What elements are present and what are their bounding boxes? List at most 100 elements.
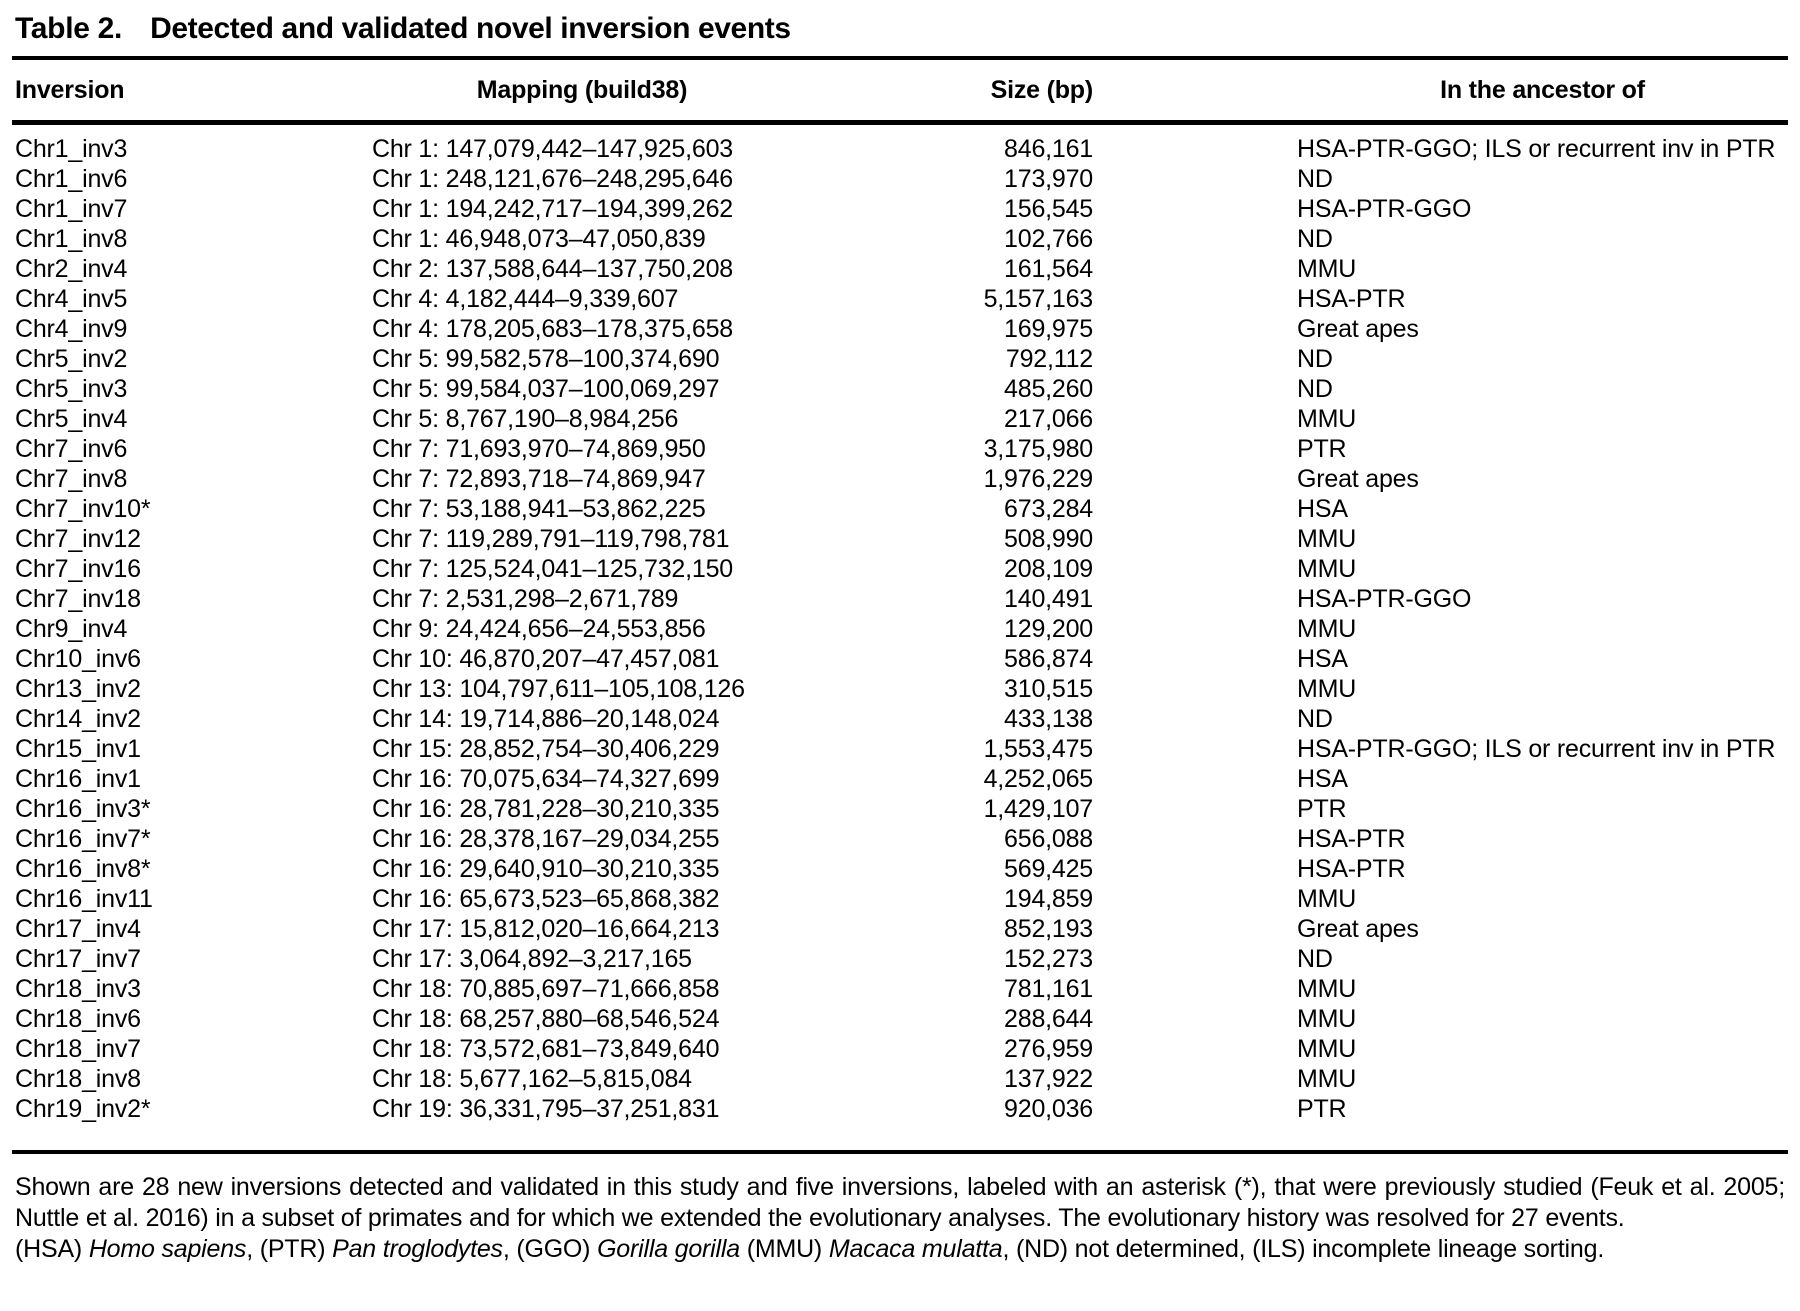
cell-mapping: Chr 5: 99,582,578–100,374,690 xyxy=(372,345,720,373)
cell-size: 173,970 xyxy=(1004,165,1093,193)
cell-mapping: Chr 1: 194,242,717–194,399,262 xyxy=(372,195,733,223)
table-row: Chr13_inv2 Chr 13: 104,797,611–105,108,1… xyxy=(12,674,1788,704)
cell-inversion: Chr18_inv6 xyxy=(15,1005,141,1033)
cell-ancestor: HSA-PTR-GGO xyxy=(1297,585,1472,613)
cell-mapping: Chr 4: 4,182,444–9,339,607 xyxy=(372,285,679,313)
cell-mapping: Chr 17: 3,064,892–3,217,165 xyxy=(372,945,692,973)
cell-inversion: Chr7_inv12 xyxy=(15,525,141,553)
column-header-inversion: Inversion xyxy=(15,76,125,104)
cell-inversion: Chr5_inv3 xyxy=(15,375,128,403)
table-row: Chr2_inv4 Chr 2: 137,588,644–137,750,208… xyxy=(12,254,1788,284)
cell-mapping: Chr 1: 147,079,442–147,925,603 xyxy=(372,135,733,163)
species-name: Macaca mulatta xyxy=(828,1235,1003,1263)
cell-ancestor: Great apes xyxy=(1297,465,1419,493)
column-header-ancestor: In the ancestor of xyxy=(1440,76,1645,104)
table-row: Chr4_inv9 Chr 4: 178,205,683–178,375,658… xyxy=(12,314,1788,344)
species-name: Pan troglodytes xyxy=(332,1235,503,1263)
cell-size: 276,959 xyxy=(1004,1035,1093,1063)
table-row: Chr1_inv8 Chr 1: 46,948,073–47,050,839 1… xyxy=(12,224,1788,254)
cell-inversion: Chr18_inv8 xyxy=(15,1065,141,1093)
cell-size: 852,193 xyxy=(1004,915,1093,943)
cell-inversion: Chr9_inv4 xyxy=(15,615,128,643)
note-paragraph: Shown are 28 new inversions detected and… xyxy=(15,1173,1785,1232)
cell-mapping: Chr 18: 68,257,880–68,546,524 xyxy=(372,1005,720,1033)
cell-inversion: Chr4_inv9 xyxy=(15,315,128,343)
cell-mapping: Chr 1: 46,948,073–47,050,839 xyxy=(372,225,706,253)
cell-size: 194,859 xyxy=(1004,885,1093,913)
cell-inversion: Chr19_inv2* xyxy=(15,1095,151,1123)
cell-mapping: Chr 7: 2,531,298–2,671,789 xyxy=(372,585,679,613)
table-row: Chr17_inv4 Chr 17: 15,812,020–16,664,213… xyxy=(12,914,1788,944)
cell-size: 508,990 xyxy=(1004,525,1093,553)
cell-mapping: Chr 16: 70,075,634–74,327,699 xyxy=(372,765,720,793)
cell-ancestor: ND xyxy=(1297,165,1333,193)
table-row: Chr16_inv7* Chr 16: 28,378,167–29,034,25… xyxy=(12,824,1788,854)
cell-ancestor: HSA-PTR xyxy=(1297,825,1406,853)
cell-ancestor: HSA-PTR xyxy=(1297,855,1406,883)
cell-mapping: Chr 5: 8,767,190–8,984,256 xyxy=(372,405,679,433)
cell-mapping: Chr 16: 28,781,228–30,210,335 xyxy=(372,795,720,823)
table-row: Chr7_inv18 Chr 7: 2,531,298–2,671,789 14… xyxy=(12,584,1788,614)
cell-mapping: Chr 15: 28,852,754–30,406,229 xyxy=(372,735,720,763)
cell-size: 569,425 xyxy=(1004,855,1093,883)
cell-ancestor: HSA-PTR-GGO xyxy=(1297,195,1472,223)
note-abbreviations: (HSA) Homo sapiens, (PTR) Pan troglodyte… xyxy=(15,1234,1785,1265)
cell-ancestor: HSA-PTR-GGO; ILS or recurrent inv in PTR xyxy=(1297,135,1776,163)
species-name: Homo sapiens xyxy=(88,1235,247,1263)
cell-size: 1,553,475 xyxy=(983,735,1094,763)
cell-inversion: Chr16_inv8* xyxy=(15,855,151,883)
column-header-mapping: Mapping (build38) xyxy=(476,76,688,104)
cell-inversion: Chr1_inv7 xyxy=(15,195,128,223)
cell-inversion: Chr16_inv11 xyxy=(15,885,153,913)
cell-inversion: Chr5_inv2 xyxy=(15,345,128,373)
table-row: Chr14_inv2 Chr 14: 19,714,886–20,148,024… xyxy=(12,704,1788,734)
cell-size: 792,112 xyxy=(1005,345,1093,373)
cell-size: 208,109 xyxy=(1004,555,1093,583)
cell-inversion: Chr16_inv1 xyxy=(15,765,141,793)
divider-header xyxy=(12,120,1788,125)
cell-size: 673,284 xyxy=(1004,495,1093,523)
table-body: Chr1_inv3 Chr 1: 147,079,442–147,925,603… xyxy=(12,125,1788,1150)
table-caption: Detected and validated novel inversion e… xyxy=(150,12,791,45)
cell-ancestor: MMU xyxy=(1297,885,1357,913)
cell-size: 781,161 xyxy=(1004,975,1093,1003)
column-header-size: Size (bp) xyxy=(990,76,1094,104)
cell-inversion: Chr18_inv7 xyxy=(15,1035,141,1063)
abbreviation-text: , (ND) not determined, (ILS) incomplete … xyxy=(1002,1235,1605,1263)
table-title: Table 2. Detected and validated novel inv… xyxy=(12,0,1788,46)
cell-mapping: Chr 16: 29,640,910–30,210,335 xyxy=(372,855,720,883)
divider-top xyxy=(12,56,1788,60)
cell-inversion: Chr7_inv8 xyxy=(15,465,128,493)
cell-inversion: Chr17_inv4 xyxy=(15,915,141,943)
cell-inversion: Chr7_inv10* xyxy=(15,495,151,523)
table-notes: Shown are 28 new inversions detected and… xyxy=(12,1172,1788,1265)
table-row: Chr7_inv12 Chr 7: 119,289,791–119,798,78… xyxy=(12,524,1788,554)
table-row: Chr5_inv2 Chr 5: 99,582,578–100,374,690 … xyxy=(12,344,1788,374)
cell-ancestor: HSA-PTR xyxy=(1297,285,1406,313)
abbreviation-text: , (GGO) xyxy=(502,1235,598,1263)
cell-size: 169,975 xyxy=(1004,315,1093,343)
abbreviation-text: (HSA) xyxy=(15,1235,89,1263)
cell-ancestor: Great apes xyxy=(1297,915,1419,943)
table-row: Chr16_inv1 Chr 16: 70,075,634–74,327,699… xyxy=(12,764,1788,794)
cell-ancestor: PTR xyxy=(1297,1095,1347,1123)
cell-mapping: Chr 7: 125,524,041–125,732,150 xyxy=(372,555,733,583)
table-row: Chr7_inv6 Chr 7: 71,693,970–74,869,950 3… xyxy=(12,434,1788,464)
cell-size: 156,545 xyxy=(1004,195,1093,223)
cell-ancestor: PTR xyxy=(1297,435,1347,463)
cell-mapping: Chr 2: 137,588,644–137,750,208 xyxy=(372,255,733,283)
cell-size: 5,157,163 xyxy=(983,285,1094,313)
table-row: Chr7_inv16 Chr 7: 125,524,041–125,732,15… xyxy=(12,554,1788,584)
table-row: Chr18_inv8 Chr 18: 5,677,162–5,815,084 1… xyxy=(12,1064,1788,1094)
table-row: Chr16_inv3* Chr 16: 28,781,228–30,210,33… xyxy=(12,794,1788,824)
cell-inversion: Chr16_inv7* xyxy=(15,825,151,853)
cell-mapping: Chr 18: 5,677,162–5,815,084 xyxy=(372,1065,692,1093)
cell-inversion: Chr1_inv6 xyxy=(15,165,128,193)
cell-ancestor: ND xyxy=(1297,945,1333,973)
cell-size: 152,273 xyxy=(1004,945,1093,973)
cell-inversion: Chr18_inv3 xyxy=(15,975,141,1003)
cell-mapping: Chr 7: 119,289,791–119,798,781 xyxy=(372,525,730,553)
cell-ancestor: HSA xyxy=(1297,495,1348,523)
table-row: Chr7_inv10* Chr 7: 53,188,941–53,862,225… xyxy=(12,494,1788,524)
